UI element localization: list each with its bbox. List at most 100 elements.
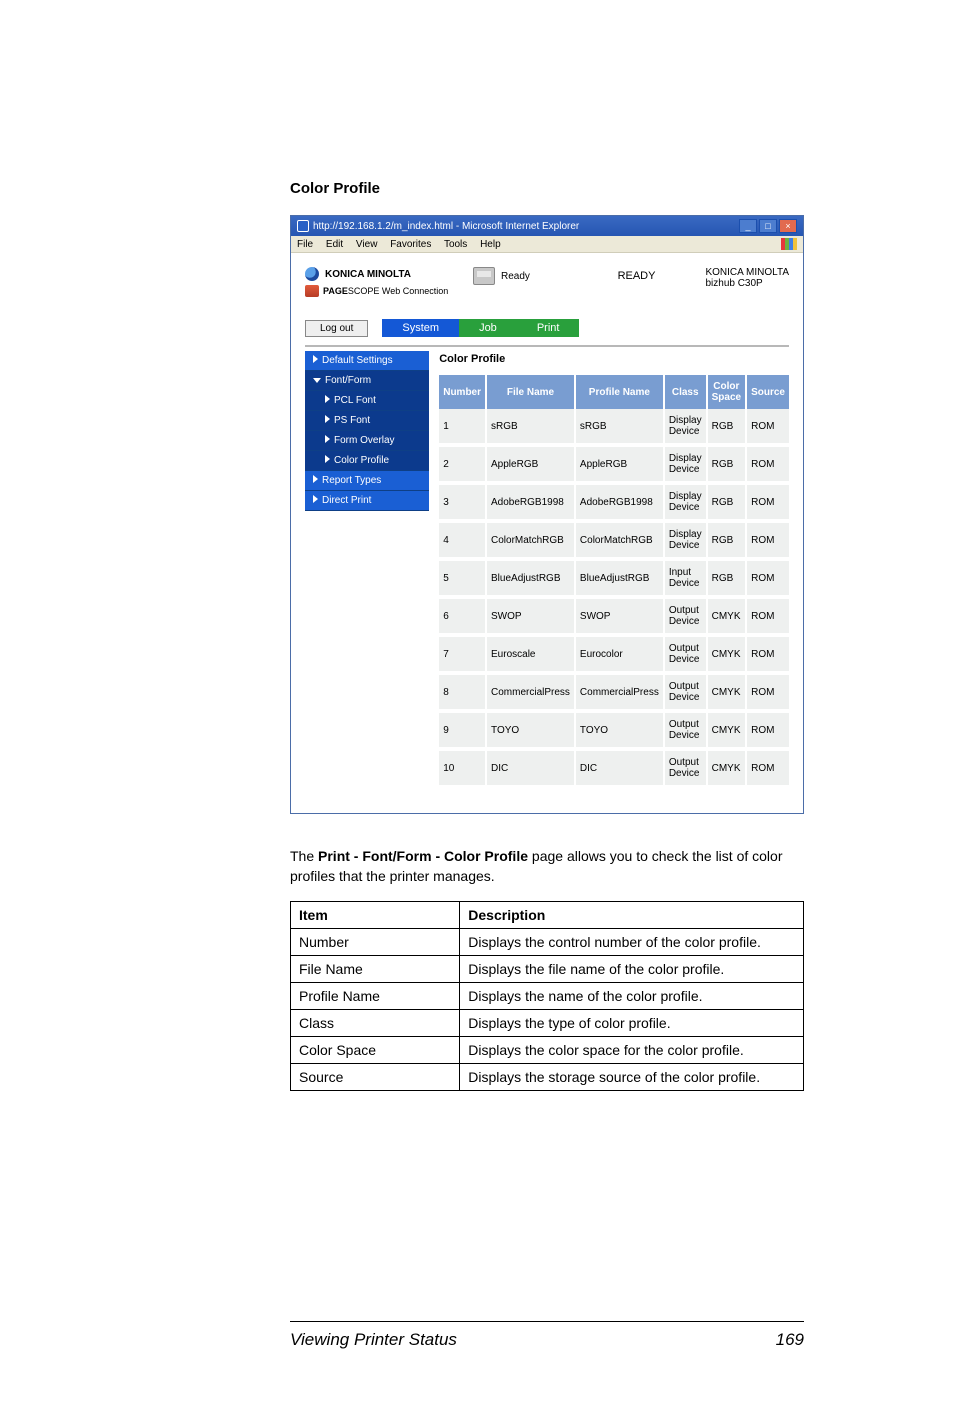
tab-print[interactable]: Print (517, 319, 580, 337)
tab-system[interactable]: System (382, 319, 459, 337)
info-item-cell: Color Space (291, 1036, 460, 1063)
table-row: 2AppleRGBAppleRGBDisplay DeviceRGBROM (439, 445, 789, 483)
th-color-space: Color Space (707, 375, 746, 409)
table-cell: Output Device (664, 749, 707, 787)
brand2-a: PAGE (323, 286, 348, 296)
section-title: Color Profile (290, 180, 804, 197)
window-title: http://192.168.1.2/m_index.html - Micros… (313, 221, 579, 232)
table-cell: Display Device (664, 521, 707, 559)
table-cell: CMYK (707, 597, 746, 635)
table-cell: 1 (439, 409, 486, 445)
table-cell: CommercialPress (486, 673, 575, 711)
printer-icon (473, 267, 495, 285)
color-profile-table: Number File Name Profile Name Class Colo… (439, 375, 789, 789)
table-cell: DIC (575, 749, 664, 787)
tab-job[interactable]: Job (459, 319, 517, 337)
table-cell: RGB (707, 445, 746, 483)
table-cell: 8 (439, 673, 486, 711)
footer-page-number: 169 (776, 1330, 804, 1350)
info-item-cell: File Name (291, 955, 460, 982)
table-row: 9TOYOTOYOOutput DeviceCMYKROM (439, 711, 789, 749)
table-cell: 2 (439, 445, 486, 483)
pagescope-icon (305, 285, 319, 297)
table-cell: CMYK (707, 673, 746, 711)
info-item-cell: Class (291, 1009, 460, 1036)
table-cell: ROM (746, 673, 789, 711)
table-cell: Input Device (664, 559, 707, 597)
table-cell: Output Device (664, 711, 707, 749)
table-cell: ROM (746, 597, 789, 635)
table-row: 1sRGBsRGBDisplay DeviceRGBROM (439, 409, 789, 445)
table-cell: CMYK (707, 635, 746, 673)
info-desc-cell: Displays the storage source of the color… (460, 1063, 804, 1090)
info-item-cell: Source (291, 1063, 460, 1090)
table-cell: CommercialPress (575, 673, 664, 711)
table-cell: ROM (746, 559, 789, 597)
table-cell: ROM (746, 711, 789, 749)
table-row: NumberDisplays the control number of the… (291, 928, 804, 955)
table-cell: ROM (746, 521, 789, 559)
footer-left: Viewing Printer Status (290, 1330, 457, 1350)
table-cell: TOYO (486, 711, 575, 749)
table-cell: ROM (746, 635, 789, 673)
menu-tools[interactable]: Tools (444, 239, 467, 250)
sidebar-item-default-settings[interactable]: Default Settings (305, 351, 429, 371)
table-cell: Euroscale (486, 635, 575, 673)
minimize-button[interactable]: _ (739, 219, 757, 233)
menu-help[interactable]: Help (480, 239, 501, 250)
sidebar-item-direct-print[interactable]: Direct Print (305, 491, 429, 511)
window-controls: _ □ × (739, 219, 797, 233)
table-cell: 9 (439, 711, 486, 749)
maximize-button[interactable]: □ (759, 219, 777, 233)
brand2-b: SCOPE (348, 286, 380, 296)
th-number: Number (439, 375, 486, 409)
th-class: Class (664, 375, 707, 409)
table-cell: SWOP (486, 597, 575, 635)
table-cell: BlueAdjustRGB (486, 559, 575, 597)
menu-edit[interactable]: Edit (326, 239, 343, 250)
tabbar: System Job Print (382, 319, 579, 337)
menu-favorites[interactable]: Favorites (390, 239, 431, 250)
status-value: READY (618, 270, 656, 282)
sidebar-item-pcl-font[interactable]: PCL Font (305, 391, 429, 411)
table-cell: 6 (439, 597, 486, 635)
sidebar-item-report-types[interactable]: Report Types (305, 471, 429, 491)
table-row: 3AdobeRGB1998AdobeRGB1998Display DeviceR… (439, 483, 789, 521)
info-th-item: Item (291, 901, 460, 928)
table-cell: ColorMatchRGB (486, 521, 575, 559)
page-footer: Viewing Printer Status 169 (290, 1321, 804, 1350)
titlebar: http://192.168.1.2/m_index.html - Micros… (291, 216, 803, 236)
th-profile-name: Profile Name (575, 375, 664, 409)
info-table: Item Description NumberDisplays the cont… (290, 901, 804, 1091)
table-cell: sRGB (486, 409, 575, 445)
table-cell: Output Device (664, 597, 707, 635)
sidebar-item-color-profile[interactable]: Color Profile (305, 451, 429, 471)
table-row: ClassDisplays the type of color profile. (291, 1009, 804, 1036)
info-item-cell: Number (291, 928, 460, 955)
status-ready-label: Ready (501, 271, 530, 282)
table-cell: ROM (746, 445, 789, 483)
browser-window: http://192.168.1.2/m_index.html - Micros… (290, 215, 804, 814)
sidebar-item-ps-font[interactable]: PS Font (305, 411, 429, 431)
table-row: SourceDisplays the storage source of the… (291, 1063, 804, 1090)
table-cell: Output Device (664, 635, 707, 673)
menu-file[interactable]: File (297, 239, 313, 250)
menu-view[interactable]: View (356, 239, 378, 250)
table-cell: 5 (439, 559, 486, 597)
table-cell: AppleRGB (575, 445, 664, 483)
table-row: 4ColorMatchRGBColorMatchRGBDisplay Devic… (439, 521, 789, 559)
logout-button[interactable]: Log out (305, 320, 368, 337)
table-cell: TOYO (575, 711, 664, 749)
sidebar-item-font-form[interactable]: Font/Form (305, 371, 429, 391)
info-desc-cell: Displays the name of the color profile. (460, 982, 804, 1009)
table-cell: AdobeRGB1998 (486, 483, 575, 521)
info-desc-cell: Displays the color space for the color p… (460, 1036, 804, 1063)
table-cell: Output Device (664, 673, 707, 711)
table-cell: RGB (707, 483, 746, 521)
sidebar-item-form-overlay[interactable]: Form Overlay (305, 431, 429, 451)
table-row: 10DICDICOutput DeviceCMYKROM (439, 749, 789, 787)
th-source: Source (746, 375, 789, 409)
table-cell: Display Device (664, 409, 707, 445)
info-desc-cell: Displays the type of color profile. (460, 1009, 804, 1036)
close-button[interactable]: × (779, 219, 797, 233)
